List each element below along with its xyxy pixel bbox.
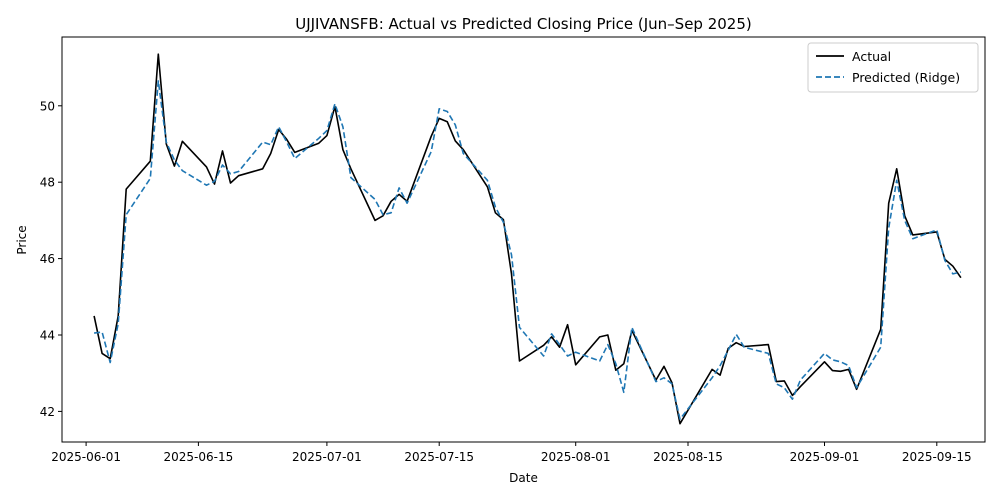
x-tick-label: 2025-08-15	[653, 450, 723, 464]
x-tick-label: 2025-07-01	[292, 450, 362, 464]
y-axis-ticks: 42 44 46 48 50	[40, 99, 62, 419]
y-tick-label: 42	[40, 405, 55, 419]
x-tick-label: 2025-08-01	[541, 450, 611, 464]
legend-label-predicted: Predicted (Ridge)	[852, 70, 960, 85]
y-tick-label: 46	[40, 252, 55, 266]
series-line-actual	[93, 53, 962, 425]
series-line-predicted	[93, 80, 962, 420]
legend-box	[807, 42, 979, 93]
y-tick-label: 50	[40, 99, 55, 113]
x-tick-label: 2025-06-01	[51, 450, 121, 464]
plot-area-frame	[61, 36, 986, 443]
legend: Actual Predicted (Ridge)	[807, 42, 979, 93]
y-tick-label: 48	[40, 176, 55, 190]
y-tick-label: 44	[40, 329, 55, 343]
x-tick-label: 2025-07-15	[404, 450, 474, 464]
legend-label-actual: Actual	[852, 49, 891, 64]
x-tick-label: 2025-06-15	[164, 450, 234, 464]
chart-title: UJJIVANSFB: Actual vs Predicted Closing …	[295, 15, 752, 33]
x-axis-label: Date	[509, 471, 538, 485]
y-axis-label: Price	[15, 225, 29, 254]
plot-lines	[93, 53, 962, 425]
x-axis-ticks: 2025-06-01 2025-06-15 2025-07-01 2025-07-15…	[51, 442, 972, 464]
x-tick-label: 2025-09-01	[790, 450, 860, 464]
x-tick-label: 2025-09-15	[902, 450, 972, 464]
